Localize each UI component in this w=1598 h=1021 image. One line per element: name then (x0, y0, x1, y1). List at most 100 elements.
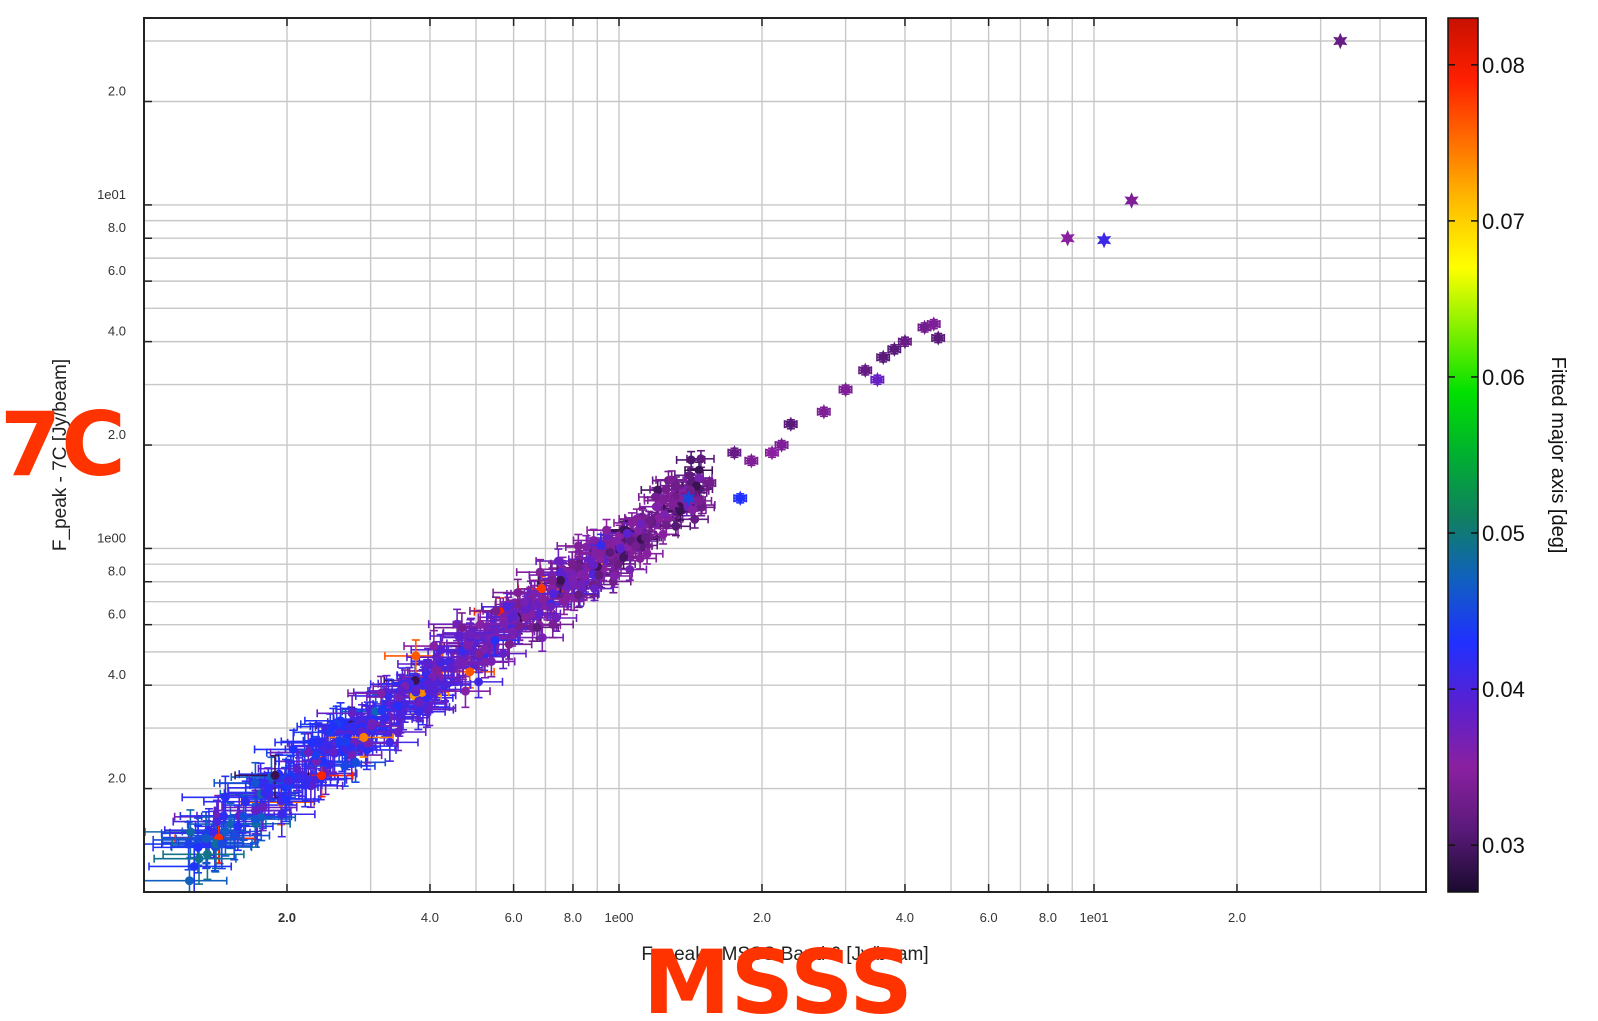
data-point (393, 727, 403, 737)
colorbar-ticks: 0.03 0.04 0.05 0.06 0.07 0.08 (1448, 53, 1525, 858)
data-point (429, 641, 439, 651)
data-point (547, 575, 557, 585)
data-point (580, 572, 590, 582)
data-point (351, 757, 361, 767)
data-point (440, 679, 450, 689)
axis-ticks (144, 18, 1426, 892)
data-point (225, 819, 235, 829)
data-point (927, 316, 941, 332)
data-point (609, 571, 619, 581)
x-tick-label: 2.0 (753, 910, 771, 925)
data-point (411, 651, 421, 661)
x-axis-title: F_peak - MSSS Band 6 [Jy/beam] (641, 944, 928, 965)
data-point (535, 567, 545, 577)
data-point (376, 688, 386, 698)
y-tick-label: 4.0 (108, 667, 126, 682)
data-point (567, 569, 577, 579)
data-point (251, 806, 261, 816)
data-point (393, 701, 403, 711)
data-point (514, 621, 524, 631)
data-point (690, 514, 700, 524)
y-tick-labels: 2.0 4.0 6.0 8.0 1e00 2.0 4.0 6.0 8.0 1e01 2.0 (97, 83, 126, 785)
data-point (530, 589, 540, 599)
data-point (573, 541, 583, 551)
y-tick-label: 6.0 (108, 263, 126, 278)
data-point (744, 453, 759, 469)
data-point (367, 721, 377, 731)
data-point (507, 626, 517, 636)
data-point (687, 505, 697, 515)
data-point (465, 667, 475, 677)
data-point (288, 744, 298, 754)
x-tick-label: 2.0 (1228, 910, 1246, 925)
data-point (546, 602, 556, 612)
data-point (347, 750, 357, 760)
data-point (931, 330, 945, 346)
data-point (605, 547, 615, 557)
data-point (817, 404, 831, 420)
data-point (479, 645, 489, 655)
overlay-label-7c: 7C (0, 393, 126, 496)
data-point (220, 792, 230, 802)
data-point (538, 594, 548, 604)
colorbar-tick-label: 0.04 (1482, 677, 1525, 702)
data-point (686, 455, 696, 465)
data-point (858, 362, 872, 379)
data-point (239, 811, 249, 821)
data-point (454, 631, 464, 641)
data-point (220, 827, 230, 837)
y-tick-label: 8.0 (108, 564, 126, 579)
data-point (534, 609, 544, 619)
colorbar-tick-label: 0.07 (1482, 209, 1525, 234)
data-point (622, 528, 632, 538)
data-point (202, 849, 212, 859)
data-point (383, 691, 393, 701)
colorbar-tick-label: 0.03 (1482, 833, 1525, 858)
y-tick-label: 2.0 (108, 771, 126, 786)
data-point (212, 817, 222, 827)
data-point (567, 559, 577, 569)
data-point (625, 565, 635, 575)
data-point (537, 584, 547, 594)
data-point (184, 839, 194, 849)
data-point (559, 596, 569, 606)
data-point (328, 722, 338, 732)
data-point (359, 732, 369, 742)
data-point (574, 590, 584, 600)
data-point (432, 652, 442, 662)
data-point (347, 708, 357, 718)
data-point (553, 556, 563, 566)
x-tick-label: 1e01 (1080, 910, 1109, 925)
data-point (185, 827, 195, 837)
data-point (589, 535, 599, 545)
data-point (422, 705, 432, 715)
colorbar-tick-label: 0.05 (1482, 521, 1525, 546)
data-point (653, 485, 663, 495)
data-point (498, 649, 508, 659)
data-point (457, 623, 467, 633)
data-point (548, 589, 558, 599)
data-point (233, 821, 243, 831)
data-point (602, 525, 612, 535)
data-point (415, 698, 425, 708)
x-tick-labels: 2.0 4.0 6.0 8.0 1e00 2.0 4.0 6.0 8.0 1e01 2.0 (278, 910, 1246, 925)
data-point (666, 495, 680, 512)
y-tick-label: 2.0 (108, 427, 126, 442)
x-tick-label: 1e00 (605, 910, 634, 925)
data-point (556, 575, 566, 585)
data-point (348, 721, 358, 731)
data-point (661, 520, 671, 530)
data-point (774, 437, 789, 453)
data-point (631, 541, 641, 551)
data-point (619, 553, 629, 563)
data-point (568, 578, 578, 588)
data-point (635, 553, 645, 563)
data-point (499, 619, 509, 629)
data-point (596, 540, 606, 550)
plot-frame (143, 17, 1427, 893)
data-point (502, 602, 512, 612)
data-point (300, 780, 310, 790)
data-point (521, 604, 531, 614)
data-point (520, 612, 530, 622)
